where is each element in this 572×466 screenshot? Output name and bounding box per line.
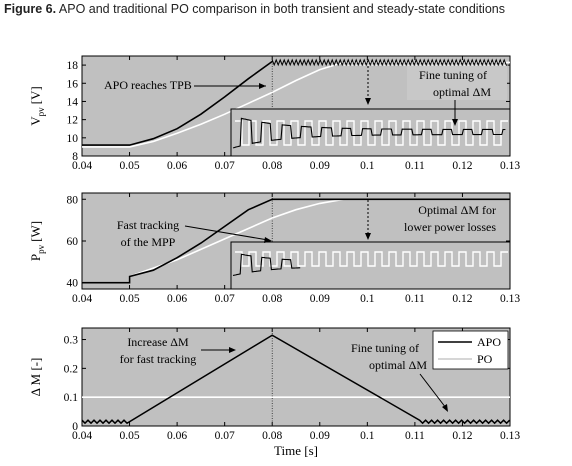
annotation-arrowhead xyxy=(229,347,236,353)
y-axis-label: Δ M [-] xyxy=(28,358,43,397)
panel-1: 0.04 0.05 0.06 0.07 0.08 0.09 0.1 0.11 0.12 0.13 8… xyxy=(28,55,520,172)
annotation-arrowhead xyxy=(365,233,371,240)
y-tick-label: 10 xyxy=(67,133,79,145)
y-axis-label-main: P xyxy=(28,254,43,261)
y-axis-label-sub: pv xyxy=(36,107,46,117)
x-tick-label: 0.04 xyxy=(72,160,92,172)
annotation-arrowhead xyxy=(442,404,448,412)
y-tick-label: 8 xyxy=(72,151,78,163)
annotation-apo-tpb: APO reaches TPB xyxy=(104,78,192,92)
x-tick-label: 0.12 xyxy=(452,293,472,305)
y-axis-label-unit: [V] xyxy=(28,86,43,104)
x-tick-label: 0.05 xyxy=(119,293,139,305)
y-tick-label: 0.1 xyxy=(64,392,79,404)
x-tick-label: 0.07 xyxy=(215,293,235,305)
x-tick-label: 0.09 xyxy=(310,160,330,172)
y-tick-label: 0.2 xyxy=(64,363,79,375)
annotation-fine-2: optimal ΔM xyxy=(369,358,427,372)
x-tick-label: 0.07 xyxy=(215,430,235,442)
annotation-fine-tuning-2: optimal ΔM xyxy=(433,85,491,99)
figure-caption: Figure 6. APO and traditional PO compari… xyxy=(4,2,568,16)
annotation-increase-2: for fast tracking xyxy=(120,352,197,366)
y-tick-label: 40 xyxy=(67,278,79,290)
y-tick-label: 16 xyxy=(67,78,79,90)
x-tick-label: 0.1 xyxy=(360,430,375,442)
x-tick-label: 0.05 xyxy=(119,430,139,442)
panel-3: 0.04 0.05 0.06 0.07 0.08 0.09 0.1 0.11 0.12 0.13 0… xyxy=(28,327,520,458)
x-tick-label: 0.12 xyxy=(452,160,472,172)
x-tick-label: 0.11 xyxy=(405,160,425,172)
annotation-arrowhead xyxy=(452,119,458,126)
y-tick-label: 14 xyxy=(67,96,79,108)
x-tick-label: 0.04 xyxy=(72,430,92,442)
y-tick-label: 80 xyxy=(67,194,79,206)
x-tick-label: 0.07 xyxy=(215,160,235,172)
series-apo-line xyxy=(82,60,273,146)
x-tick-label: 0.12 xyxy=(452,430,472,442)
annotation-fine-tuning-1: Fine tuning of xyxy=(419,68,487,82)
y-tick-label: 60 xyxy=(67,236,79,248)
annotation-arrow xyxy=(184,225,269,241)
annotation-arrowhead xyxy=(259,83,266,89)
annotation-box xyxy=(407,66,507,100)
annotation-increase-1: Increase ΔM xyxy=(127,335,189,349)
inset-po-wave xyxy=(235,251,508,267)
annotation-arrow xyxy=(419,373,447,409)
annotation-fast-tracking-1: Fast tracking xyxy=(117,218,179,232)
x-tick-label: 0.05 xyxy=(119,160,139,172)
legend-box xyxy=(432,330,509,370)
x-tick-label: 0.11 xyxy=(405,430,425,442)
x-tick-label: 0.09 xyxy=(310,293,330,305)
annotation-optimal-1: Optimal ΔM for xyxy=(418,203,496,217)
x-tick-label: 0.13 xyxy=(500,293,520,305)
inset-apo-wave xyxy=(232,253,301,277)
annotation-optimal-2: lower power losses xyxy=(404,220,496,234)
panel-2: 0.04 0.05 0.06 0.07 0.08 0.09 0.1 0.11 0.12 0.13 4… xyxy=(28,192,520,305)
y-axis-label-main: V xyxy=(28,116,43,126)
legend-label-po: PO xyxy=(477,352,493,366)
legend: APO PO xyxy=(432,330,509,370)
series-apo-ripple xyxy=(271,58,507,67)
y-tick-label: 0.3 xyxy=(64,335,79,347)
x-tick-label: 0.06 xyxy=(167,430,187,442)
y-axis-label-unit: [W] xyxy=(28,221,43,242)
y-tick-label: 12 xyxy=(67,115,79,127)
caption-prefix: Figure 6. xyxy=(4,2,57,16)
y-tick-label: 18 xyxy=(67,60,79,72)
x-tick-label: 0.06 xyxy=(167,293,187,305)
annotation-fine-1: Fine tuning of xyxy=(351,341,419,355)
annotation-arrowhead xyxy=(365,98,371,105)
annotation-arrowhead xyxy=(264,237,272,243)
inset-po-wave xyxy=(235,120,508,146)
x-tick-label: 0.09 xyxy=(310,430,330,442)
x-tick-label: 0.04 xyxy=(72,293,92,305)
x-tick-label: 0.13 xyxy=(500,430,520,442)
series-apo-line xyxy=(82,198,510,284)
y-tick-label: 0 xyxy=(72,421,78,433)
caption-text: APO and traditional PO comparison in bot… xyxy=(58,2,505,16)
x-tick-label: 0.08 xyxy=(262,430,282,442)
x-tick-label: 0.13 xyxy=(500,160,520,172)
x-tick-label: 0.11 xyxy=(405,293,425,305)
x-tick-label: 0.08 xyxy=(262,293,282,305)
annotation-fast-tracking-2: of the MPP xyxy=(121,235,176,249)
legend-label-apo: APO xyxy=(477,335,501,349)
x-tick-label: 0.08 xyxy=(262,160,282,172)
x-axis-label: Time [s] xyxy=(274,443,318,458)
x-tick-label: 0.1 xyxy=(360,293,375,305)
y-axis-label: Vpv [V] xyxy=(28,86,46,125)
y-axis-label-sub: pv xyxy=(36,244,46,254)
series-apo-line xyxy=(81,334,511,425)
x-tick-label: 0.06 xyxy=(167,160,187,172)
x-tick-label: 0.1 xyxy=(360,160,375,172)
y-axis-label: Ppv [W] xyxy=(28,221,46,261)
zoom-inset xyxy=(230,108,511,157)
inset-apo-wave xyxy=(232,117,506,149)
